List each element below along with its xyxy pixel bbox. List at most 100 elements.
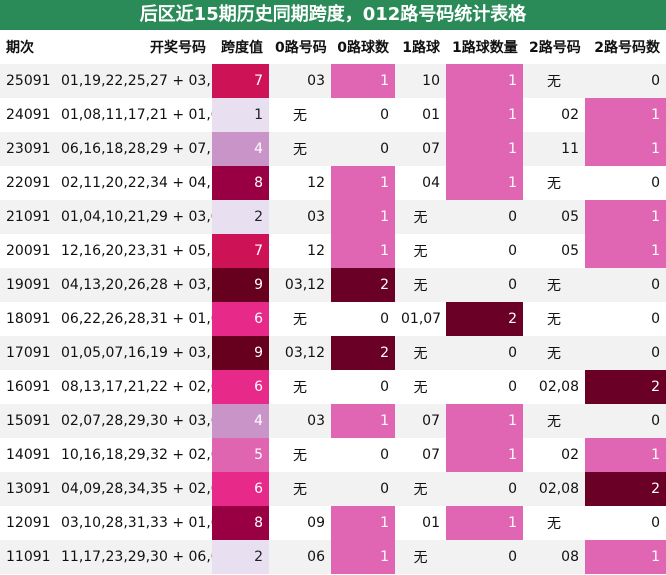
zero-numbers-cell: 03 bbox=[269, 64, 331, 98]
header-two-numbers: 2路号码 bbox=[523, 30, 585, 64]
span-cell: 9 bbox=[212, 268, 269, 302]
span-cell: 5 bbox=[212, 438, 269, 472]
one-count-cell: 1 bbox=[446, 132, 523, 166]
one-count-cell: 1 bbox=[446, 166, 523, 200]
table-row: 11091 11,17,23,29,30 + 06,08 2 06 1 无 0 08 1 bbox=[0, 540, 666, 574]
span-cell: 7 bbox=[212, 64, 269, 98]
table-row: 18091 06,22,26,28,31 + 01,07 6 无 0 01,07 2 无 0 bbox=[0, 302, 666, 336]
header-one-numbers: 1路球 bbox=[395, 30, 446, 64]
table-row: 13091 04,09,28,34,35 + 02,08 6 无 0 无 0 02,08 2 bbox=[0, 472, 666, 506]
header-one-count: 1路球数量 bbox=[446, 30, 523, 64]
zero-numbers-cell: 06 bbox=[269, 540, 331, 574]
two-count-cell: 0 bbox=[585, 336, 666, 370]
numbers-cell: 01,19,22,25,27 + 03,10 bbox=[55, 64, 212, 98]
one-numbers-cell: 无 bbox=[395, 268, 446, 302]
two-count-cell: 0 bbox=[585, 268, 666, 302]
two-count-cell: 0 bbox=[585, 404, 666, 438]
zero-numbers-cell: 无 bbox=[269, 302, 331, 336]
zero-count-cell: 0 bbox=[331, 438, 395, 472]
numbers-cell: 01,04,10,21,29 + 03,05 bbox=[55, 200, 212, 234]
issue-cell: 19091 bbox=[0, 268, 55, 302]
two-count-cell: 1 bbox=[585, 438, 666, 472]
two-count-cell: 1 bbox=[585, 132, 666, 166]
two-count-cell: 0 bbox=[585, 64, 666, 98]
zero-count-cell: 0 bbox=[331, 472, 395, 506]
one-count-cell: 0 bbox=[446, 370, 523, 404]
issue-cell: 20091 bbox=[0, 234, 55, 268]
span-cell: 4 bbox=[212, 132, 269, 166]
zero-numbers-cell: 03 bbox=[269, 404, 331, 438]
one-numbers-cell: 无 bbox=[395, 472, 446, 506]
span-cell: 7 bbox=[212, 234, 269, 268]
issue-cell: 21091 bbox=[0, 200, 55, 234]
one-numbers-cell: 10 bbox=[395, 64, 446, 98]
zero-count-cell: 1 bbox=[331, 64, 395, 98]
one-count-cell: 2 bbox=[446, 302, 523, 336]
numbers-cell: 11,17,23,29,30 + 06,08 bbox=[55, 540, 212, 574]
zero-count-cell: 1 bbox=[331, 404, 395, 438]
table-row: 17091 01,05,07,16,19 + 03,12 9 03,12 2 无 0 无 0 bbox=[0, 336, 666, 370]
span-cell: 2 bbox=[212, 540, 269, 574]
span-cell: 1 bbox=[212, 98, 269, 132]
zero-count-cell: 1 bbox=[331, 540, 395, 574]
one-numbers-cell: 无 bbox=[395, 234, 446, 268]
header-zero-numbers: 0路号码 bbox=[269, 30, 331, 64]
one-count-cell: 0 bbox=[446, 268, 523, 302]
numbers-cell: 08,13,17,21,22 + 02,08 bbox=[55, 370, 212, 404]
zero-numbers-cell: 无 bbox=[269, 98, 331, 132]
two-numbers-cell: 无 bbox=[523, 404, 585, 438]
two-count-cell: 2 bbox=[585, 472, 666, 506]
header-two-count: 2路号码数 bbox=[585, 30, 666, 64]
zero-numbers-cell: 无 bbox=[269, 370, 331, 404]
one-numbers-cell: 01,07 bbox=[395, 302, 446, 336]
one-numbers-cell: 04 bbox=[395, 166, 446, 200]
numbers-cell: 01,05,07,16,19 + 03,12 bbox=[55, 336, 212, 370]
one-count-cell: 0 bbox=[446, 336, 523, 370]
span-cell: 6 bbox=[212, 302, 269, 336]
two-numbers-cell: 11 bbox=[523, 132, 585, 166]
zero-numbers-cell: 12 bbox=[269, 234, 331, 268]
zero-numbers-cell: 03 bbox=[269, 200, 331, 234]
header-numbers: 开奖号码 bbox=[55, 30, 212, 64]
numbers-cell: 03,10,28,31,33 + 01,09 bbox=[55, 506, 212, 540]
two-numbers-cell: 无 bbox=[523, 166, 585, 200]
numbers-cell: 02,07,28,29,30 + 03,07 bbox=[55, 404, 212, 438]
span-cell: 6 bbox=[212, 370, 269, 404]
two-count-cell: 1 bbox=[585, 540, 666, 574]
one-count-cell: 0 bbox=[446, 234, 523, 268]
header-span: 跨度值 bbox=[212, 30, 269, 64]
issue-cell: 25091 bbox=[0, 64, 55, 98]
zero-count-cell: 0 bbox=[331, 98, 395, 132]
table-row: 12091 03,10,28,31,33 + 01,09 8 09 1 01 1 无 0 bbox=[0, 506, 666, 540]
zero-count-cell: 2 bbox=[331, 336, 395, 370]
table-row: 19091 04,13,20,26,28 + 03,12 9 03,12 2 无 0 无 0 bbox=[0, 268, 666, 302]
two-numbers-cell: 无 bbox=[523, 302, 585, 336]
table-body: 25091 01,19,22,25,27 + 03,10 7 03 1 10 1 无 0 2409… bbox=[0, 64, 666, 574]
zero-numbers-cell: 无 bbox=[269, 132, 331, 166]
one-count-cell: 0 bbox=[446, 472, 523, 506]
two-numbers-cell: 08 bbox=[523, 540, 585, 574]
issue-cell: 12091 bbox=[0, 506, 55, 540]
one-numbers-cell: 无 bbox=[395, 540, 446, 574]
numbers-cell: 04,13,20,26,28 + 03,12 bbox=[55, 268, 212, 302]
numbers-cell: 01,08,11,17,21 + 01,02 bbox=[55, 98, 212, 132]
numbers-cell: 10,16,18,29,32 + 02,07 bbox=[55, 438, 212, 472]
two-count-cell: 1 bbox=[585, 234, 666, 268]
one-numbers-cell: 07 bbox=[395, 438, 446, 472]
table-row: 23091 06,16,18,28,29 + 07,11 4 无 0 07 1 11 1 bbox=[0, 132, 666, 166]
issue-cell: 11091 bbox=[0, 540, 55, 574]
zero-count-cell: 2 bbox=[331, 268, 395, 302]
one-count-cell: 1 bbox=[446, 98, 523, 132]
table-row: 16091 08,13,17,21,22 + 02,08 6 无 0 无 0 02,08 2 bbox=[0, 370, 666, 404]
zero-numbers-cell: 无 bbox=[269, 438, 331, 472]
zero-count-cell: 0 bbox=[331, 302, 395, 336]
table-row: 25091 01,19,22,25,27 + 03,10 7 03 1 10 1 无 0 bbox=[0, 64, 666, 98]
two-numbers-cell: 无 bbox=[523, 506, 585, 540]
one-numbers-cell: 无 bbox=[395, 336, 446, 370]
issue-cell: 15091 bbox=[0, 404, 55, 438]
issue-cell: 23091 bbox=[0, 132, 55, 166]
zero-count-cell: 0 bbox=[331, 370, 395, 404]
table-row: 20091 12,16,20,23,31 + 05,12 7 12 1 无 0 05 1 bbox=[0, 234, 666, 268]
header-row: 期次 开奖号码 跨度值 0路号码 0路球数 1路球 1路球数量 2路号码 2路号… bbox=[0, 30, 666, 64]
issue-cell: 18091 bbox=[0, 302, 55, 336]
